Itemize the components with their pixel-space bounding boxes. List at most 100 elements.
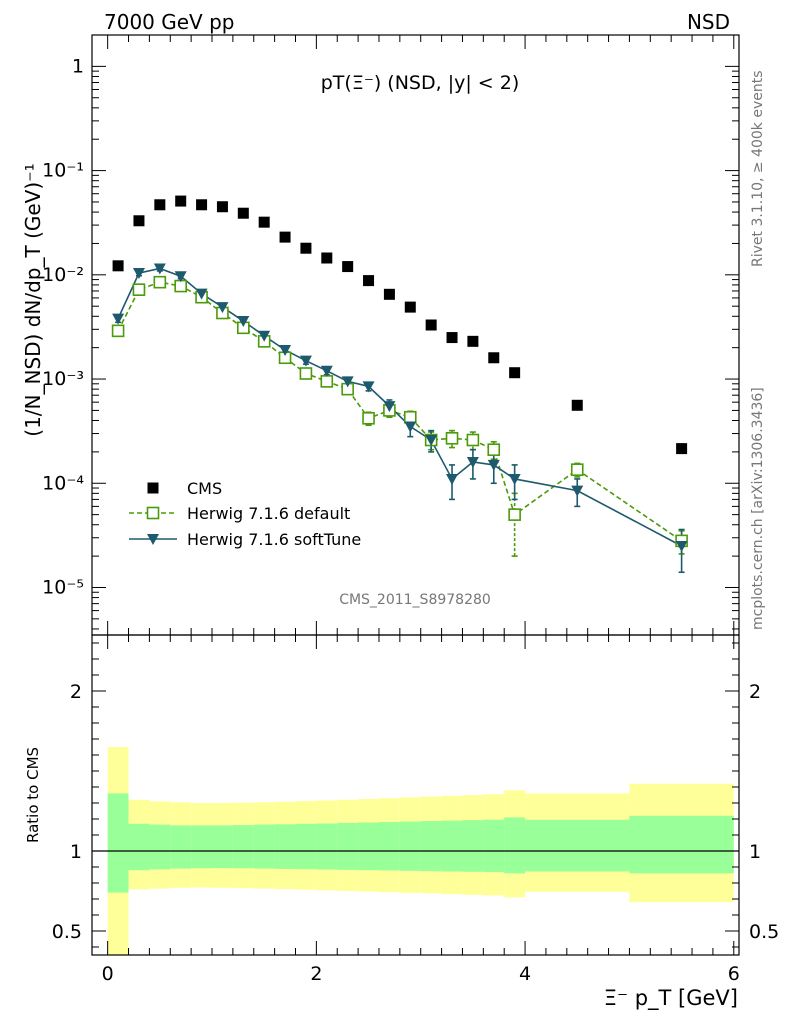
cms-data-point [112, 260, 124, 272]
herwig-softtune-point [362, 381, 375, 393]
header-right: NSD [687, 10, 730, 34]
ratio-inner-band [483, 819, 505, 873]
cms-data-point [404, 301, 416, 313]
ratio-panel: 0.5 0.5 1 1 2 2 0 2 4 6 Ratio to CMS Ξ⁻ p_T [GeV] [24, 634, 779, 1011]
ratio-inner-band [232, 825, 254, 869]
herwig-softtune-point [320, 365, 333, 377]
herwig-softtune-point [258, 330, 271, 342]
main-panel: 1 10⁻¹ 10⁻² 10⁻³ 10⁻⁴ 10⁻⁵ pT(Ξ⁻) (NSD, |y| <… [21, 34, 740, 636]
main-plot-content [111, 195, 688, 574]
y-tick-label: 10⁻⁵ [42, 576, 84, 598]
x-tick-label: 2 [310, 963, 322, 985]
legend-herwig-softtune-marker [147, 534, 159, 545]
ratio-inner-band [629, 815, 734, 874]
legend-herwig-default-marker [146, 506, 160, 520]
cms-data-point [300, 242, 312, 254]
cms-data-point [196, 199, 208, 211]
herwig-default-point [299, 367, 313, 380]
legend-entry-label: Herwig 7.1.6 default [187, 504, 350, 523]
ratio-inner-band [358, 822, 379, 871]
herwig-softtune-point [404, 421, 417, 433]
herwig-softtune-point [153, 263, 166, 275]
rivet-version-text: Rivet 3.1.10, ≥ 400k events [750, 70, 766, 267]
cms-data-point [154, 199, 166, 211]
herwig-default-point [132, 283, 146, 296]
y-tick-label: 10⁻³ [42, 368, 84, 390]
legend-entry-label: CMS [187, 479, 222, 498]
herwig-softtune-point [216, 302, 229, 314]
ratio-y-tick-label-right: 0.5 [749, 921, 779, 943]
cms-data-point [342, 261, 354, 273]
ratio-inner-band [525, 819, 630, 872]
herwig-softtune-point [487, 459, 500, 471]
ratio-inner-band [274, 824, 296, 869]
y-tick-label: 10⁻¹ [42, 160, 84, 182]
ratio-inner-band [337, 823, 359, 870]
herwig-softtune-point [279, 344, 292, 356]
y-tick-label: 1 [72, 55, 84, 77]
herwig-default-point [153, 275, 167, 289]
ratio-y-tick-label-left: 1 [70, 841, 82, 863]
herwig-softtune-point [466, 456, 479, 468]
herwig-default-point [403, 410, 417, 424]
ratio-inner-band [504, 817, 526, 874]
analysis-watermark: CMS_2011_S8978280 [339, 592, 491, 608]
herwig-softtune-point [446, 473, 459, 485]
x-axis-label: Ξ⁻ p_T [GeV] [604, 986, 738, 1011]
herwig-softtune-point [299, 355, 312, 367]
herwig-default-line [117, 281, 683, 542]
legend-entry-label: Herwig 7.1.6 softTune [187, 530, 361, 549]
herwig-default-point [445, 432, 459, 445]
herwig-softtune-point [508, 473, 521, 485]
cms-data-point [446, 332, 458, 344]
x-tick-label: 6 [728, 963, 740, 985]
cms-data-point [509, 367, 521, 379]
ratio-y-axis-label: Ratio to CMS [24, 747, 42, 843]
ratio-inner-band [212, 825, 233, 869]
ratio-axis-ticks: 0.5 0.5 1 1 2 2 0 2 4 6 [52, 635, 779, 985]
herwig-softtune-point [237, 316, 250, 328]
herwig-softtune-point [383, 401, 396, 413]
x-tick-label: 0 [102, 963, 114, 985]
ratio-y-tick-label-left: 0.5 [52, 921, 82, 943]
herwig-softtune-point [195, 288, 208, 300]
main-y-axis-label: (1/N_NSD) dN/dp_T (GeV)⁻¹ [21, 163, 45, 436]
herwig-softtune-point [174, 271, 187, 283]
mcplots-text: mcplots.cern.ch [arXiv:1306.3436] [750, 387, 766, 630]
cms-data-point [467, 335, 479, 347]
herwig-softtune-point [112, 313, 125, 325]
x-tick-label: 4 [519, 963, 531, 985]
herwig-default-point [320, 375, 334, 388]
main-title: pT(Ξ⁻) (NSD, |y| < 2) [321, 72, 520, 94]
ratio-inner-band [253, 824, 275, 869]
ratio-y-tick-label-right: 2 [749, 681, 761, 703]
herwig-softtune-point [425, 435, 438, 447]
herwig-softtune-point [341, 376, 354, 388]
ratio-y-tick-label-right: 1 [749, 841, 761, 863]
y-tick-label: 10⁻⁴ [42, 472, 84, 494]
cms-data-point [571, 399, 583, 411]
ratio-inner-band [149, 824, 171, 870]
cms-data-point [279, 231, 291, 243]
ratio-inner-band [191, 825, 213, 869]
ratio-inner-band [378, 822, 400, 871]
ratio-frame [91, 634, 740, 956]
cms-data-point [175, 195, 187, 207]
herwig-default-point [508, 508, 521, 521]
herwig-default-point [466, 433, 480, 447]
cms-data-point [237, 207, 249, 219]
ratio-inner-band [107, 793, 129, 893]
cms-data-point [676, 443, 688, 455]
header-left: 7000 GeV pp [104, 10, 235, 34]
herwig-default-point [362, 412, 375, 425]
ratio-inner-band [462, 820, 484, 872]
cms-data-point [321, 252, 333, 264]
ratio-plot-content [92, 747, 739, 955]
herwig-softtune-point [571, 485, 584, 497]
cms-data-point [216, 201, 228, 213]
ratio-inner-band [441, 820, 463, 872]
cms-data-point [258, 216, 270, 228]
cms-data-point [363, 275, 375, 287]
